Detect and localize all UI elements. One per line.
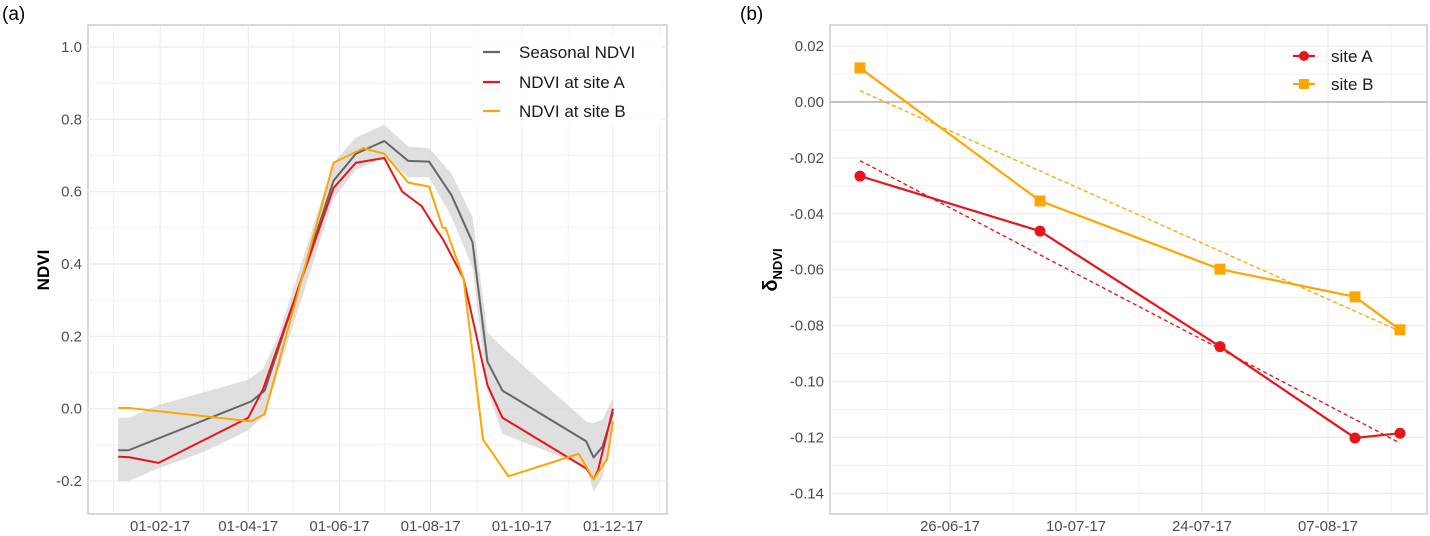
y-tick-label: 0.0 [61, 401, 82, 418]
x-tick-label: 01-08-17 [401, 518, 461, 535]
panel-b-markers [854, 62, 1406, 444]
x-tick-label: 26-06-17 [920, 518, 980, 535]
trend-line-site-a [859, 160, 1401, 444]
panel-b-plot: -0.14 -0.12 -0.10 -0.08 -0.06 -0.04 -0.02 0.00 0… [760, 24, 1428, 535]
y-tick-label: -0.08 [790, 318, 824, 335]
data-point-site-a [1214, 341, 1226, 353]
x-tick-label: 07-08-17 [1298, 518, 1358, 535]
panel-a-y-tick-labels: -0.2 0.0 0.2 0.4 0.6 0.8 1.0 [56, 39, 82, 490]
y-tick-label: -0.04 [790, 206, 824, 223]
data-point-site-a [854, 170, 866, 182]
legend-label-site-a: NDVI at site A [519, 73, 625, 92]
y-tick-label: 0.00 [795, 94, 824, 111]
panel-b-trend-lines [859, 90, 1401, 444]
panel-a-series-lines [118, 140, 615, 481]
panel-a-plot: -0.20.00.20.40.60.81.0 01-02-17 01-04-17 0… [34, 24, 668, 535]
panel-b-x-tick-labels: 26-06-17 10-07-17 24-07-17 07-08-17 [920, 518, 1358, 535]
y-tick-label: -0.10 [790, 374, 824, 391]
panel-a-legend-background [472, 34, 662, 126]
legend-key-site-a-marker [1299, 51, 1309, 61]
y-tick-label: -0.12 [790, 429, 824, 446]
data-point-site-b [1394, 324, 1406, 336]
panel-a-range-band [118, 124, 614, 492]
x-tick-label: 01-06-17 [309, 518, 369, 535]
legend-label-seasonal: Seasonal NDVI [519, 43, 635, 62]
y-title-subscript: NDVI [770, 248, 785, 279]
panel-b-y-axis-title: δNDVI [760, 248, 785, 291]
panel-a-legend: Seasonal NDVI NDVI at site A NDVI at sit… [472, 34, 662, 126]
x-tick-label: 01-12-17 [583, 518, 643, 535]
y-tick-label: -0.06 [790, 262, 824, 279]
x-tick-label: 01-04-17 [218, 518, 278, 535]
y-tick-label: 0.4 [61, 256, 82, 273]
trend-line-site-b [859, 90, 1401, 332]
panel-b-gridlines [830, 25, 1427, 514]
legend-label-site-b-b: site B [1331, 75, 1374, 94]
y-tick-label: -0.14 [790, 485, 824, 502]
x-tick-label: 10-07-17 [1046, 518, 1106, 535]
legend-label-site-b: NDVI at site B [519, 102, 626, 121]
legend-key-site-b-marker [1299, 79, 1309, 89]
panel-a-y-axis-title: NDVI [34, 250, 53, 291]
legend-label-site-a-b: site A [1331, 47, 1373, 66]
y-tick-label: -0.02 [790, 150, 824, 167]
data-point-site-a [1394, 427, 1406, 439]
data-point-site-b [854, 62, 866, 74]
y-tick-label: 0.6 [61, 184, 82, 201]
x-tick-label: 01-10-17 [492, 518, 552, 535]
y-tick-label: 0.2 [61, 328, 82, 345]
panel-b-label: (b) [740, 4, 763, 25]
data-point-site-b [1214, 263, 1226, 275]
y-tick-label: 0.8 [61, 111, 82, 128]
data-point-site-b [1349, 291, 1361, 303]
y-tick-label: 1.0 [61, 39, 82, 56]
panel-b-y-tick-labels: -0.14 -0.12 -0.10 -0.08 -0.06 -0.04 -0.02 0.00 0… [790, 38, 824, 502]
data-point-site-a [1349, 432, 1361, 444]
y-tick-label: -0.2 [56, 473, 82, 490]
seasonal-range-band [118, 124, 614, 492]
y-tick-label: 0.02 [795, 38, 824, 55]
data-point-site-a [1034, 225, 1046, 237]
x-tick-label: 24-07-17 [1172, 518, 1232, 535]
y-title-delta: δ [760, 279, 782, 291]
panel-a-x-tick-labels: 01-02-17 01-04-17 01-06-17 01-08-17 01-10-17… [130, 518, 643, 535]
series-line-ndvi-at-site-b [118, 147, 615, 481]
panel-b-legend: site A site B [1293, 47, 1374, 94]
data-point-site-b [1034, 195, 1046, 207]
panel-a-label: (a) [2, 4, 25, 25]
x-tick-label: 01-02-17 [130, 518, 190, 535]
